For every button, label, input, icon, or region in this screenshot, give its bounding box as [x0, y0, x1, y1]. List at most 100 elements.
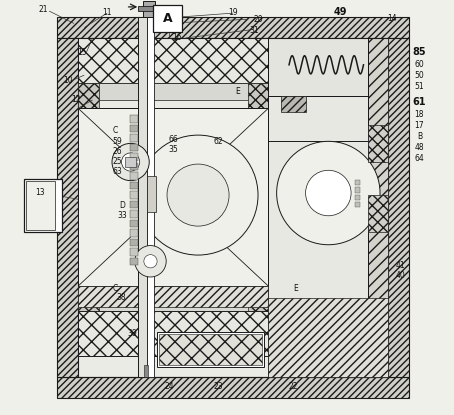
- Bar: [130, 115, 138, 123]
- Text: 38: 38: [117, 293, 126, 302]
- Bar: [268, 298, 388, 377]
- Bar: [130, 172, 138, 180]
- Bar: [281, 96, 306, 112]
- Bar: [57, 38, 78, 377]
- Text: 17: 17: [415, 121, 424, 130]
- Bar: [147, 17, 154, 377]
- Bar: [130, 249, 138, 256]
- Text: 60: 60: [415, 60, 424, 69]
- Bar: [78, 294, 268, 311]
- Bar: [248, 83, 268, 108]
- Circle shape: [306, 170, 351, 216]
- Text: 66: 66: [168, 135, 178, 144]
- Bar: [130, 153, 138, 161]
- Bar: [388, 38, 409, 377]
- Text: C: C: [113, 127, 118, 135]
- Bar: [25, 178, 62, 232]
- Text: 13: 13: [35, 188, 45, 197]
- Bar: [78, 108, 268, 286]
- Bar: [130, 258, 138, 266]
- Text: 18: 18: [415, 110, 424, 120]
- Bar: [368, 195, 388, 232]
- Text: 59: 59: [113, 137, 122, 146]
- Bar: [78, 83, 268, 100]
- Text: 25: 25: [113, 157, 122, 166]
- Bar: [78, 311, 268, 356]
- Text: 15: 15: [78, 48, 87, 57]
- Bar: [78, 286, 268, 307]
- Bar: [248, 286, 268, 311]
- Bar: [355, 180, 360, 185]
- Text: 23: 23: [214, 382, 223, 391]
- Bar: [138, 6, 161, 11]
- Text: E: E: [293, 284, 298, 293]
- Bar: [368, 38, 388, 377]
- Text: 50: 50: [415, 71, 424, 81]
- Text: C: C: [113, 284, 118, 293]
- Bar: [78, 38, 388, 377]
- Bar: [130, 125, 138, 132]
- Bar: [147, 176, 156, 212]
- Text: 51: 51: [415, 82, 424, 91]
- Bar: [355, 187, 360, 193]
- Text: 31: 31: [249, 26, 259, 35]
- Bar: [138, 17, 147, 377]
- Bar: [57, 377, 409, 398]
- Circle shape: [144, 255, 157, 268]
- Bar: [157, 332, 264, 367]
- Circle shape: [138, 135, 258, 255]
- Text: D: D: [119, 201, 125, 210]
- Text: 21: 21: [38, 5, 48, 14]
- Bar: [268, 38, 368, 96]
- Text: 85: 85: [413, 47, 426, 57]
- Text: 35: 35: [168, 145, 178, 154]
- Text: 40: 40: [396, 271, 405, 280]
- Bar: [143, 1, 155, 17]
- Circle shape: [122, 153, 140, 171]
- Bar: [57, 17, 409, 38]
- Bar: [153, 5, 182, 32]
- Text: 16: 16: [173, 34, 182, 42]
- Circle shape: [167, 164, 229, 226]
- Bar: [26, 181, 55, 230]
- Bar: [355, 195, 360, 200]
- Bar: [144, 365, 148, 377]
- Text: 41: 41: [396, 261, 405, 270]
- Bar: [130, 144, 138, 151]
- Circle shape: [276, 142, 380, 245]
- Bar: [130, 229, 138, 237]
- Text: A: A: [163, 12, 172, 25]
- Bar: [130, 201, 138, 208]
- Bar: [368, 125, 388, 162]
- Bar: [130, 182, 138, 189]
- Text: 12: 12: [71, 95, 81, 104]
- Bar: [130, 210, 138, 218]
- Text: 33: 33: [118, 211, 127, 220]
- Bar: [130, 191, 138, 199]
- Text: 63: 63: [113, 166, 122, 176]
- Bar: [78, 38, 268, 83]
- Text: E: E: [235, 87, 240, 96]
- Text: 49: 49: [334, 7, 347, 17]
- Circle shape: [135, 246, 166, 277]
- Bar: [78, 286, 99, 311]
- Text: 61: 61: [413, 97, 426, 107]
- Text: 39: 39: [127, 329, 137, 338]
- Text: 10: 10: [63, 76, 73, 85]
- Text: 62: 62: [214, 137, 223, 146]
- Text: 22: 22: [288, 382, 298, 391]
- Bar: [78, 83, 99, 108]
- Bar: [125, 156, 136, 167]
- Bar: [268, 38, 388, 377]
- Text: B: B: [417, 132, 422, 141]
- Text: 14: 14: [388, 14, 397, 22]
- Bar: [130, 220, 138, 227]
- Text: 19: 19: [228, 8, 238, 17]
- Circle shape: [112, 144, 149, 181]
- Bar: [130, 134, 138, 142]
- Text: 11: 11: [102, 8, 112, 17]
- Bar: [130, 163, 138, 170]
- Text: 64: 64: [415, 154, 424, 163]
- Bar: [159, 334, 262, 365]
- Text: 24: 24: [164, 382, 174, 391]
